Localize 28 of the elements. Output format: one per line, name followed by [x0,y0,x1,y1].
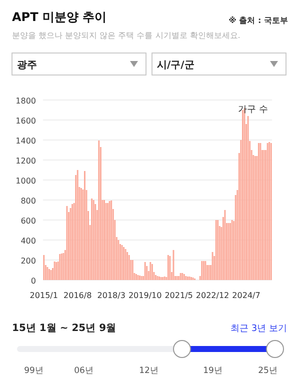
y-tick-label: 0 [30,276,36,286]
x-tick-label: 2024/7 [232,291,260,300]
y-tick-label: 1800 [16,96,36,106]
y-axis-title: 가구 수 [238,105,268,115]
x-tick-label: 2016/8 [64,291,92,300]
text: 19년 [203,366,223,376]
y-tick-label: 200 [20,256,36,266]
y-tick-label: 600 [20,216,36,226]
text: ※ 출처 : 국토부 [228,16,288,25]
y-tick-label: 1600 [16,116,36,126]
x-tick-label: 2022/12 [196,291,230,300]
text: 12년 [139,366,159,376]
y-tick-label: 800 [20,196,36,206]
y-tick-label: 1200 [16,156,36,166]
y-tick-label: 400 [20,236,36,246]
x-tick-label: 2015/1 [30,291,58,300]
chart-subtitle: 분양을 했으나 분양되지 않은 주택 수를 시기별로 확인해보세요. [12,31,240,40]
text: 99년 [24,366,44,376]
text: 06년 [74,366,94,376]
text: 15년 1월 ~ 25년 9월 [12,323,116,334]
text: 25년 [258,366,278,376]
x-tick-label: 2021/5 [164,291,193,300]
y-tick-label: 1400 [16,136,36,146]
x-tick-label: 2019/10 [128,291,162,300]
y-tick-label: 1000 [16,176,36,186]
x-tick-label: 2018/3 [97,291,126,300]
chart-title: APT 미분양 추이 [12,10,107,24]
text: 최근 3년 보기 [230,324,287,334]
